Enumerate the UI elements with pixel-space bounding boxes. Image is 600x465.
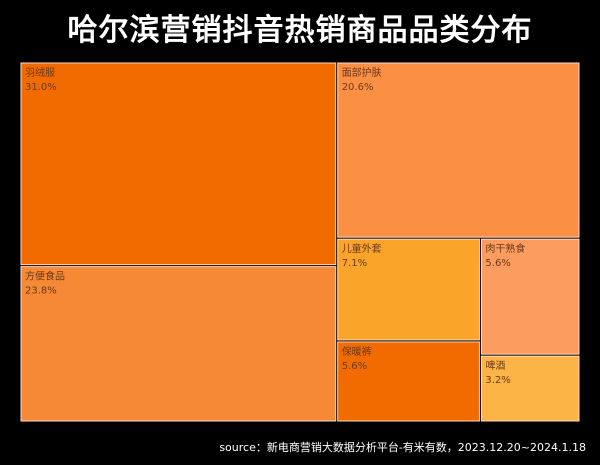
treemap-rect-thermal-pants	[337, 341, 480, 422]
treemap-rect-down-jacket	[20, 62, 337, 266]
category-label-jerky-deli: 肉干熟食	[485, 242, 525, 255]
treemap-rect-jerky-deli	[480, 238, 580, 355]
value-label-thermal-pants: 5.6%	[342, 361, 367, 372]
value-label-jerky-deli: 5.6%	[485, 258, 510, 269]
chart-title: 哈尔滨营销抖音热销商品品类分布	[67, 13, 533, 48]
treemap-cell-beer: 啤酒 3.2%	[480, 355, 580, 422]
category-label-facial-skincare: 面部护肤	[342, 66, 382, 79]
category-label-beer: 啤酒	[485, 360, 505, 372]
category-label-kids-coat: 儿童外套	[342, 242, 382, 255]
treemap-cell-instant-food: 方便食品 23.8%	[20, 266, 337, 422]
source-note: source：新电商营销大数据分析平台-有米有数，2023.12.20~2024…	[219, 441, 586, 454]
value-label-down-jacket: 31.0%	[25, 82, 57, 93]
treemap-rect-facial-skincare	[337, 62, 580, 238]
category-label-down-jacket: 羽绒服	[25, 66, 55, 79]
treemap-cell-facial-skincare: 面部护肤 20.6%	[337, 62, 580, 238]
treemap-cell-thermal-pants: 保暖裤 5.6%	[337, 341, 480, 422]
treemap-cell-down-jacket: 羽绒服 31.0%	[20, 62, 337, 266]
category-label-instant-food: 方便食品	[25, 270, 65, 283]
treemap-rect-kids-coat	[337, 238, 480, 341]
value-label-instant-food: 23.8%	[25, 286, 57, 297]
treemap-cell-jerky-deli: 肉干熟食 5.6%	[480, 238, 580, 355]
treemap-rect-beer	[480, 355, 580, 422]
value-label-beer: 3.2%	[485, 375, 510, 386]
treemap-rect-instant-food	[20, 266, 337, 422]
value-label-facial-skincare: 20.6%	[342, 82, 374, 93]
value-label-kids-coat: 7.1%	[342, 258, 367, 269]
category-label-thermal-pants: 保暖裤	[342, 345, 372, 358]
treemap-cell-kids-coat: 儿童外套 7.1%	[337, 238, 480, 341]
